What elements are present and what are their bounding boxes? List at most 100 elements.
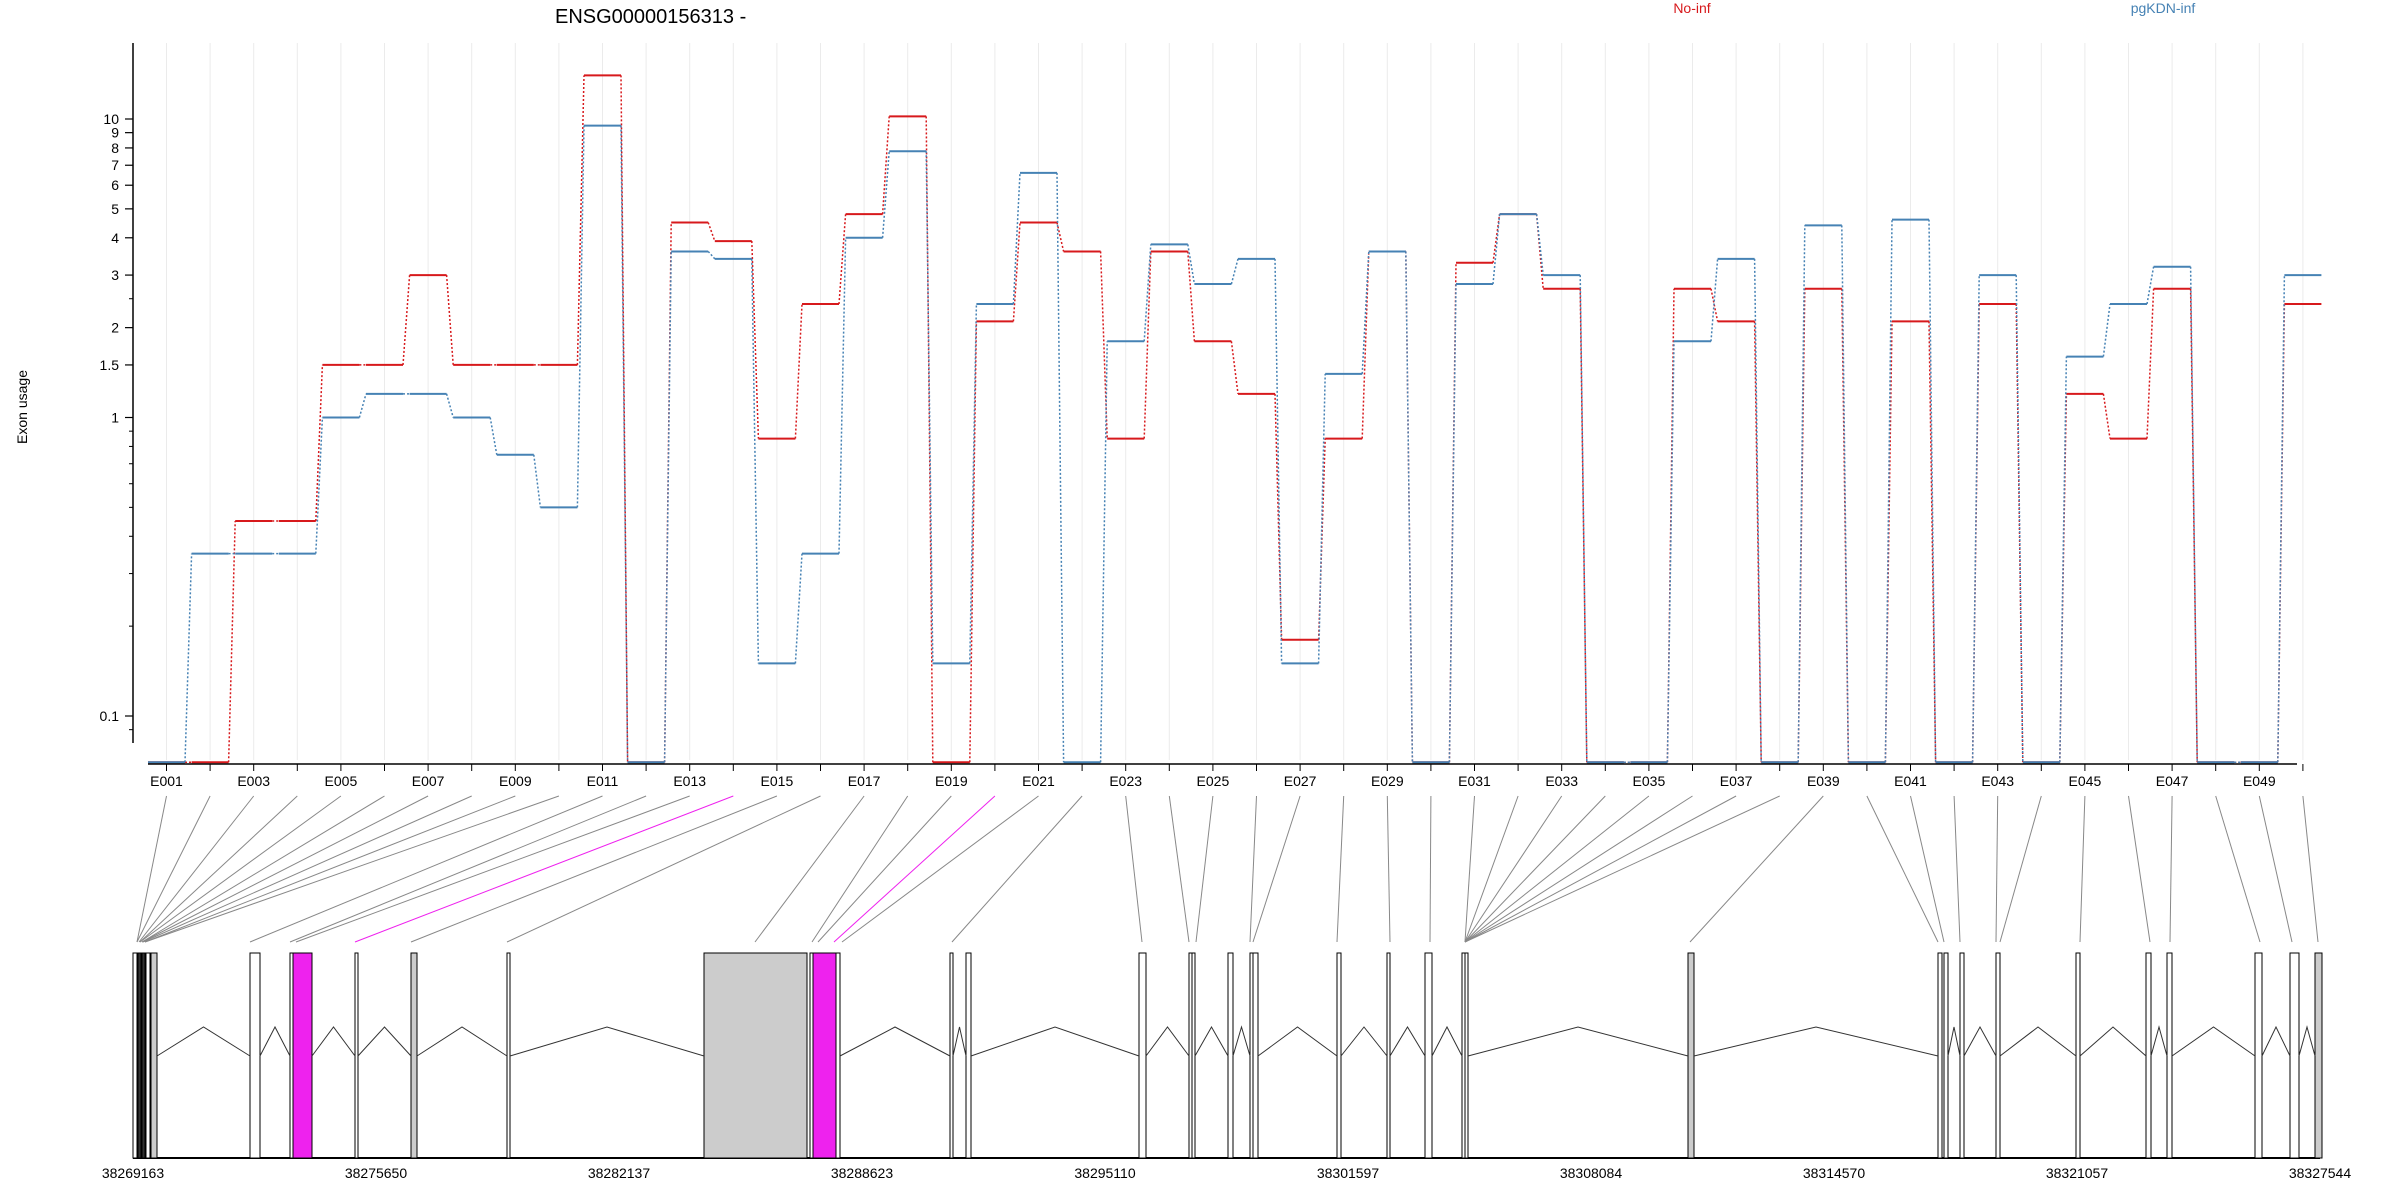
series-connector [1012, 172, 1021, 305]
series-connector [663, 251, 672, 763]
x-tick-label: E019 [935, 773, 968, 789]
exon-connector [295, 795, 690, 943]
series-connector [1099, 341, 1108, 763]
exon-connector [2215, 795, 2261, 943]
series-connector [1579, 288, 1588, 763]
series-connector [751, 241, 760, 439]
exon-connector [1464, 795, 1563, 943]
series-connector [1143, 244, 1152, 342]
series-connector [1056, 222, 1065, 252]
gene-exon [1252, 952, 1259, 1159]
series-connector [794, 553, 803, 664]
x-tick-label: E003 [237, 773, 270, 789]
exon-connector [354, 795, 734, 943]
series-connector [184, 553, 193, 763]
x-tick-label: E049 [2243, 773, 2276, 789]
x-tick-label: E043 [1981, 773, 2014, 789]
gene-intron [2261, 1025, 2291, 1057]
gene-exon [506, 952, 511, 1159]
coordinate-label: 38295110 [1074, 1165, 1135, 1181]
series-connector [1361, 251, 1370, 439]
gene-intron [2150, 1025, 2168, 1057]
gene-intron [259, 1025, 291, 1057]
gene-intron [1963, 1025, 1997, 1057]
gene-intron [1947, 1026, 1961, 1057]
exon-connector [289, 795, 647, 943]
exon-connector [136, 795, 167, 943]
y-tick-label: 7 [111, 157, 119, 173]
series-connector [2102, 393, 2111, 439]
gene-exon [1336, 952, 1342, 1159]
series-connector [1317, 373, 1326, 664]
coordinate-label: 38288623 [831, 1165, 894, 1181]
y-tick-label: 0.1 [100, 708, 120, 724]
gene-exon [249, 952, 261, 1159]
series-connector [227, 520, 236, 763]
gene-intron [311, 1026, 356, 1057]
series-connector [1099, 251, 1108, 439]
series-connector [1274, 258, 1283, 664]
gene-exon [1995, 952, 2001, 1159]
y-tick-label: 4 [111, 230, 119, 246]
series-connector [2189, 288, 2198, 763]
series-connector [1187, 244, 1196, 285]
exon-connector [249, 795, 603, 943]
exon-connector [2302, 795, 2319, 943]
gene-intron [1194, 1025, 1229, 1057]
exon-connector [1689, 795, 1824, 943]
chart-title: ENSG00000156313 - [555, 6, 746, 28]
series-connector [925, 151, 934, 664]
exon-connector [1464, 795, 1475, 943]
gene-exon [1464, 952, 1469, 1159]
exon-connector [1953, 795, 1961, 943]
gene-exon [2314, 952, 2323, 1159]
exon-connector [1386, 795, 1391, 943]
legend-pgkdn-inf: pgKDN-inf [2131, 0, 2196, 16]
y-tick-label: 10 [103, 111, 119, 127]
series-connector [620, 75, 629, 763]
gene-exon [2166, 952, 2173, 1159]
series-connector [838, 214, 847, 305]
exon-connector [139, 795, 298, 943]
exon-connector [139, 795, 342, 943]
exon-connector [136, 795, 211, 943]
y-tick-label: 3 [111, 267, 119, 283]
gene-exon [410, 952, 418, 1159]
gene-intron [1467, 1026, 1689, 1057]
series-connector [1971, 275, 1980, 763]
exon-connector [2079, 795, 2086, 943]
gene-exon [141, 952, 146, 1159]
exon-connector [1999, 795, 2042, 943]
gene-exon [1138, 952, 1147, 1159]
series-connector [881, 116, 890, 215]
series-connector [1666, 341, 1675, 763]
y-tick-label: 9 [111, 125, 119, 141]
exon-connector [951, 795, 1083, 943]
x-ticks: E001 E003 E005 E007 E009 E011 E013 E015 E017 E019… [150, 764, 2304, 789]
exon-connectors [136, 795, 2319, 943]
exon-connector [817, 795, 952, 943]
series-connector [1535, 214, 1544, 276]
gene-intron [2171, 1026, 2256, 1057]
y-tick-label: 2 [111, 320, 119, 336]
exon-connector [1125, 795, 1143, 943]
series-pgkdn-inf [148, 124, 2322, 764]
exon-connector [2169, 795, 2173, 943]
x-tick-label: E007 [412, 773, 445, 789]
coordinate-label: 38301597 [1317, 1165, 1380, 1181]
coordinate-label: 38282137 [588, 1165, 651, 1181]
x-tick-label: E011 [587, 773, 619, 789]
series-connector [1579, 275, 1588, 763]
x-tick-label: E037 [1720, 773, 1753, 789]
gene-intron [1431, 1025, 1463, 1057]
series-connector [576, 75, 585, 365]
exon-connector [841, 795, 1039, 943]
series-connector [315, 417, 324, 554]
coordinate-label: 38327544 [2289, 1165, 2352, 1181]
gene-exon [703, 952, 808, 1159]
gene-exon [1937, 952, 1943, 1159]
exon-connector [1866, 795, 1939, 943]
exon-connector [811, 795, 909, 943]
gene-exon [137, 952, 142, 1159]
